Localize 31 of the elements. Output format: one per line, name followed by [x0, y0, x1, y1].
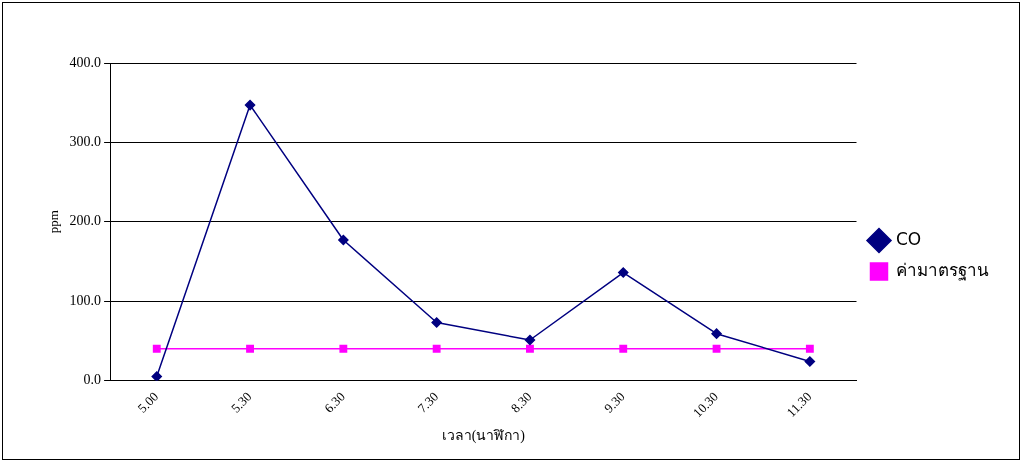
point — [339, 344, 348, 353]
point — [711, 328, 722, 339]
point — [804, 356, 816, 367]
x-tick-label: 6.30 — [321, 388, 348, 416]
point — [151, 371, 162, 381]
point — [618, 267, 629, 278]
legend-label: CO — [896, 228, 922, 249]
point — [526, 344, 534, 353]
point — [246, 344, 254, 353]
point — [712, 344, 721, 353]
point — [524, 334, 536, 346]
x-tick-label: 5.30 — [227, 388, 255, 416]
x-tick-label: 9.30 — [601, 388, 628, 416]
y-axis-title: ppm — [46, 210, 62, 234]
x-axis-title: เวลา(นาฬิกา) — [441, 428, 526, 445]
x-tick-label: 5.00 — [134, 388, 162, 416]
point — [432, 344, 441, 353]
y-tick-label: 0.0 — [83, 372, 102, 388]
x-tick-label: 8.30 — [507, 388, 535, 416]
y-tick-label: 300.0 — [69, 134, 102, 150]
y-tick-label: 400.0 — [69, 54, 102, 70]
y-tick-label: 200.0 — [69, 213, 102, 229]
point — [619, 344, 628, 353]
point — [431, 317, 442, 328]
point — [152, 344, 161, 353]
point — [244, 99, 256, 111]
legend-label: ค่ามาตรฐาน — [896, 259, 989, 281]
point — [338, 234, 349, 246]
point — [805, 344, 814, 353]
y-tick-label: 100.0 — [69, 292, 102, 308]
x-tick-label: 7.30 — [414, 388, 442, 416]
